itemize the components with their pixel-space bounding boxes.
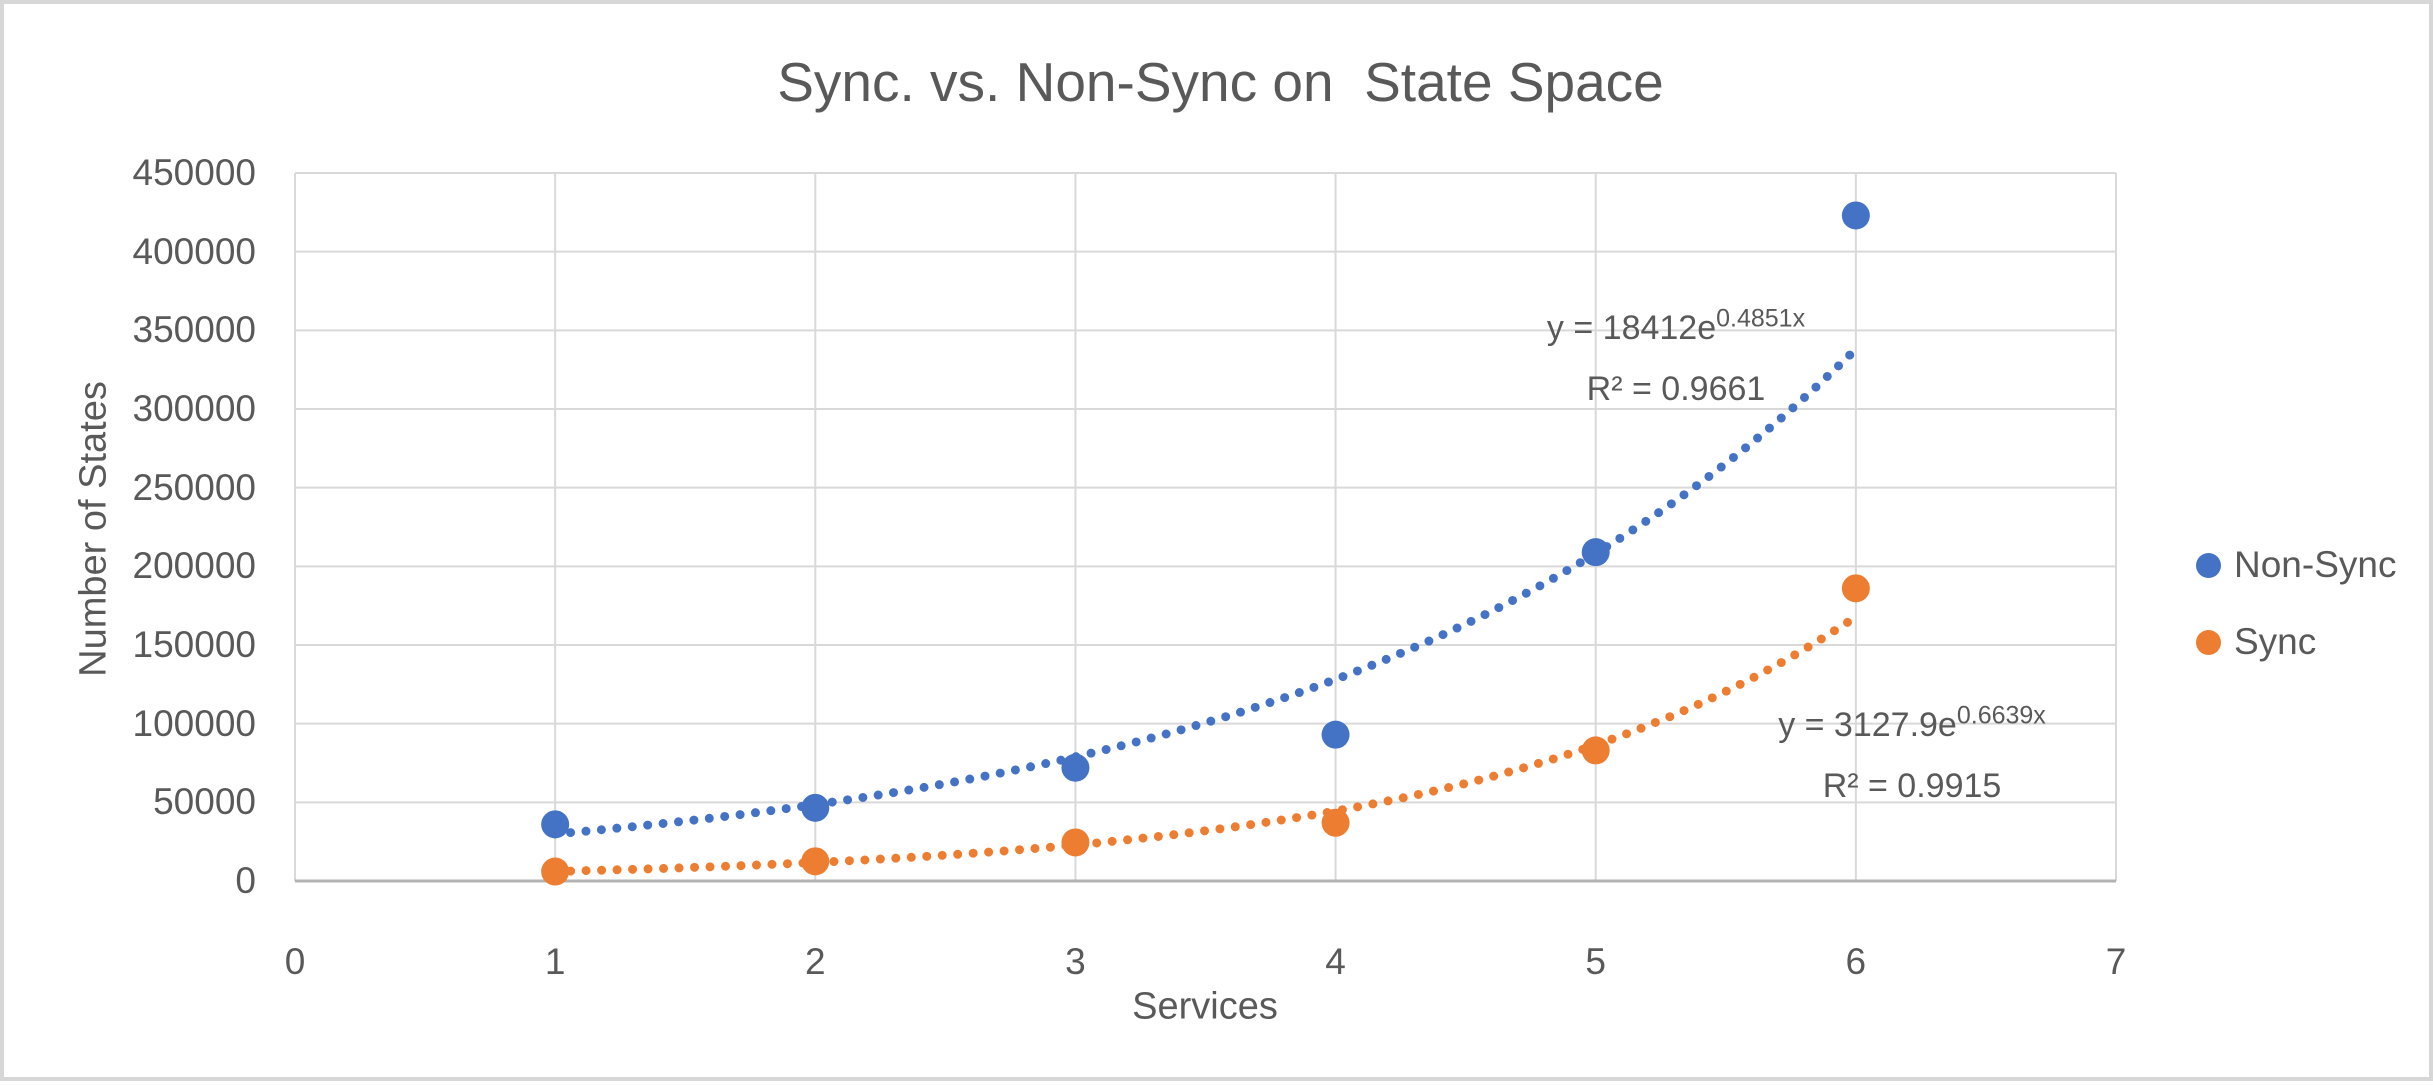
- trendline-r2-sync: R² = 0.9915: [1822, 767, 2002, 805]
- x-tick-label: 4: [1325, 941, 1346, 982]
- legend-item-nonsync: Non-Sync: [2196, 543, 2396, 587]
- data-point-non-sync: [541, 810, 570, 839]
- data-point-non-sync: [1321, 720, 1350, 749]
- chart-title: Sync. vs. Non-Sync on State Space: [777, 51, 1664, 113]
- trendline-formula-nonsync: y = 18412e0.4851x: [1546, 304, 1806, 347]
- legend-label-nonsync: Non-Sync: [2234, 544, 2397, 585]
- x-tick-label: 2: [804, 941, 826, 982]
- y-tick-label: 150000: [132, 624, 256, 665]
- x-axis-title: Services: [1132, 985, 1278, 1028]
- legend-label-sync: Sync: [2234, 621, 2317, 662]
- y-tick-label: 50000: [153, 781, 256, 823]
- legend-marker-sync-icon: [2196, 629, 2221, 655]
- x-tick-label: 7: [2105, 941, 2127, 982]
- legend-item-sync: Sync: [2196, 620, 2396, 664]
- x-tick-label: 6: [1845, 941, 1867, 982]
- x-tick-label: 0: [284, 941, 306, 982]
- data-point-sync: [1841, 574, 1870, 603]
- trendline-equation-nonsync: y = 18412e0.4851x R² = 0.9661: [1547, 298, 1805, 420]
- x-tick-label: 3: [1065, 941, 1086, 982]
- plot-area: [294, 172, 2117, 886]
- y-tick-label: 400000: [132, 230, 256, 272]
- trendline-formula-sync: y = 3127.9e0.6639x: [1778, 701, 2046, 744]
- trendline-equation-sync: y = 3127.9e0.6639x R² = 0.9915: [1778, 695, 2046, 817]
- y-tick-label: 350000: [132, 309, 256, 351]
- y-tick-label: 450000: [132, 152, 256, 193]
- y-tick-label: 300000: [132, 388, 256, 429]
- y-tick-label: 200000: [132, 545, 256, 587]
- data-point-non-sync: [1061, 753, 1090, 782]
- trendline-non-sync: [550, 344, 1861, 839]
- data-point-non-sync: [1841, 201, 1870, 230]
- x-tick-label: 1: [544, 941, 566, 982]
- legend: Non-Sync Sync: [2196, 543, 2396, 664]
- y-tick-label: 250000: [132, 466, 256, 508]
- legend-marker-nonsync-icon: [2196, 552, 2221, 578]
- y-tick-label: 100000: [132, 702, 256, 744]
- y-tick-label: 0: [235, 860, 256, 901]
- trendline-sync: [550, 612, 1861, 876]
- data-point-sync: [1581, 736, 1610, 765]
- trendline-r2-nonsync: R² = 0.9661: [1586, 370, 1766, 408]
- x-tick-label: 5: [1585, 941, 1606, 982]
